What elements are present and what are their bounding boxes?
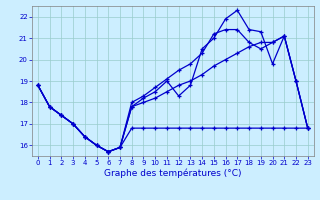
X-axis label: Graphe des températures (°C): Graphe des températures (°C): [104, 169, 242, 178]
